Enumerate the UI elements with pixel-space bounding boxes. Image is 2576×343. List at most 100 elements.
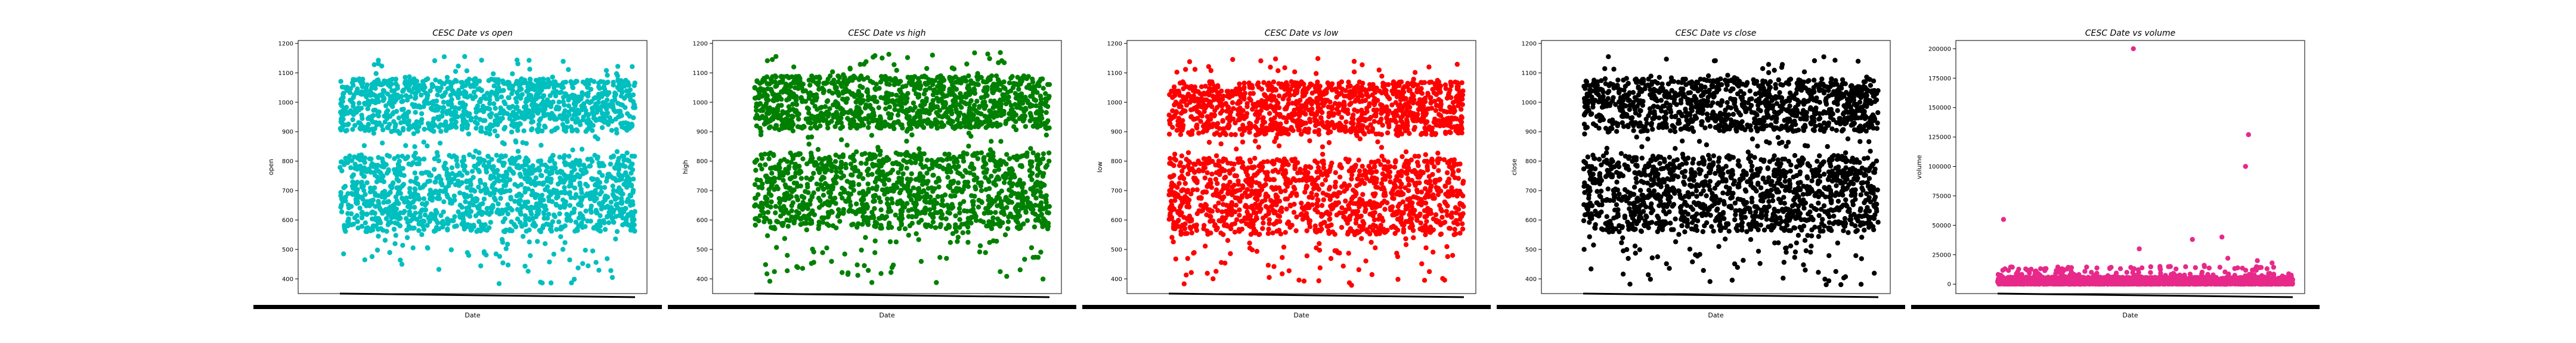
data-point	[999, 188, 1005, 194]
data-point	[939, 87, 944, 92]
data-point	[493, 105, 498, 111]
data-point	[1011, 124, 1017, 129]
data-point	[827, 189, 832, 195]
data-point	[779, 102, 784, 108]
data-point	[597, 213, 603, 219]
data-point	[1021, 197, 1027, 203]
data-point	[796, 151, 801, 157]
data-point	[841, 173, 847, 179]
data-point	[759, 166, 764, 172]
data-point	[607, 115, 612, 120]
data-point	[847, 66, 853, 71]
data-point	[955, 235, 961, 240]
data-point	[482, 182, 488, 188]
data-point	[848, 161, 854, 167]
data-point	[938, 81, 943, 87]
data-point	[515, 124, 520, 130]
data-point	[916, 92, 922, 98]
data-point	[412, 170, 417, 176]
data-point	[998, 222, 1003, 227]
data-point	[934, 126, 940, 131]
data-point	[592, 198, 597, 204]
y-tick-label: 900	[282, 129, 293, 136]
data-point	[427, 178, 432, 184]
data-point	[624, 150, 630, 155]
data-point	[434, 103, 439, 109]
data-point	[507, 113, 513, 118]
data-point	[395, 154, 401, 159]
data-point	[348, 165, 354, 170]
data-point	[619, 124, 625, 130]
data-point	[614, 127, 619, 132]
data-point	[592, 194, 597, 199]
data-point	[1045, 82, 1051, 88]
data-point	[918, 258, 924, 264]
data-point	[451, 193, 457, 199]
data-point	[990, 83, 995, 89]
data-point	[498, 195, 503, 201]
data-point	[829, 91, 835, 96]
data-point	[515, 193, 521, 198]
data-point	[900, 205, 906, 211]
data-point	[790, 156, 796, 161]
data-point	[376, 155, 381, 160]
data-point	[614, 229, 620, 234]
data-point	[610, 183, 615, 189]
data-point	[1039, 220, 1045, 226]
data-point	[794, 102, 800, 107]
data-point	[479, 57, 484, 63]
data-point	[608, 214, 614, 219]
data-point	[551, 188, 556, 194]
data-point	[1027, 111, 1033, 116]
data-point	[981, 170, 987, 175]
data-point	[408, 179, 413, 184]
data-point	[459, 222, 465, 227]
data-point	[386, 167, 391, 173]
data-point	[404, 235, 410, 241]
data-point	[880, 213, 885, 219]
data-point	[623, 77, 628, 83]
data-point	[909, 132, 915, 138]
data-point	[556, 107, 561, 112]
data-point	[595, 156, 600, 161]
data-point	[619, 113, 624, 119]
data-point	[1014, 81, 1020, 87]
data-point	[439, 93, 445, 99]
data-point	[419, 232, 425, 238]
data-point	[442, 90, 448, 95]
data-point	[414, 83, 419, 89]
data-point	[860, 176, 866, 181]
data-point	[462, 163, 467, 169]
data-point	[955, 159, 960, 164]
data-point	[432, 167, 437, 172]
data-point	[546, 102, 552, 108]
data-point	[541, 111, 547, 117]
data-point	[529, 211, 534, 217]
data-point	[380, 127, 386, 133]
data-point	[872, 238, 878, 244]
data-point	[602, 86, 608, 92]
data-point	[563, 129, 568, 134]
data-point	[962, 168, 968, 173]
data-point	[930, 215, 936, 220]
data-point	[753, 167, 758, 173]
data-point	[417, 157, 423, 163]
data-point	[1030, 255, 1036, 260]
data-point	[506, 95, 512, 101]
data-point	[1029, 245, 1035, 251]
data-point	[593, 118, 599, 123]
data-point	[503, 227, 509, 233]
data-point	[577, 163, 582, 168]
data-point	[364, 200, 370, 205]
data-point	[857, 75, 863, 80]
data-point	[1044, 110, 1049, 116]
data-point	[374, 247, 380, 253]
data-point	[400, 242, 405, 248]
data-point	[611, 154, 616, 160]
data-point	[428, 196, 433, 202]
data-point	[829, 258, 834, 264]
data-point	[1024, 98, 1029, 103]
data-point	[857, 172, 863, 177]
data-point	[824, 222, 830, 227]
data-point	[809, 153, 814, 158]
